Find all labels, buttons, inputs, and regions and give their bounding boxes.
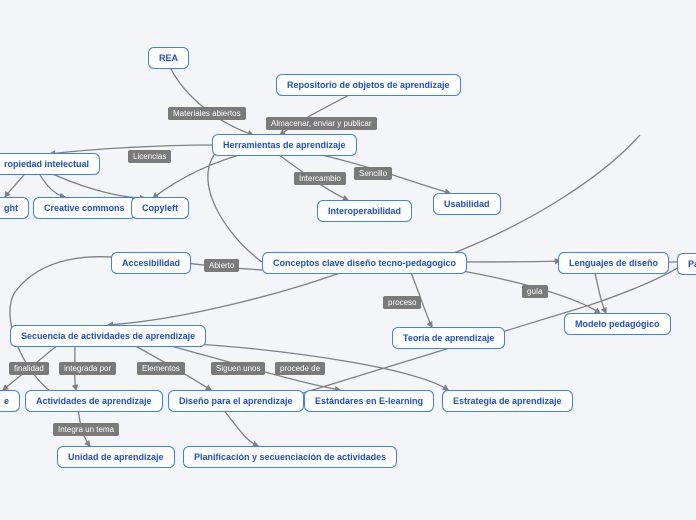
node-herramientas[interactable]: Herramientas de aprendizaje — [212, 134, 357, 156]
elabel-finalidad: finalidad — [9, 362, 49, 375]
elabel-sencillo: Sencillo — [354, 167, 392, 180]
node-secuencia[interactable]: Secuencia de actividades de aprendizaje — [10, 325, 206, 347]
node-repositorio[interactable]: Repositorio de objetos de aprendizaje — [276, 74, 461, 96]
node-accesibilidad[interactable]: Accesibilidad — [111, 252, 191, 274]
node-actividades[interactable]: Actividades de aprendizaje — [25, 390, 163, 412]
elabel-siguen: Siguen unos — [211, 362, 265, 375]
elabel-integra: Integra un tema — [53, 423, 119, 436]
elabel-procede: procede de — [275, 362, 325, 375]
node-estrategia[interactable]: Estrategia de aprendizaje — [442, 390, 573, 412]
node-estandares[interactable]: Estándares en E-learning — [304, 390, 434, 412]
node-ght[interactable]: ght — [0, 197, 29, 219]
elabel-elementos: Elementos — [137, 362, 185, 375]
elabel-licencias: Licencias — [128, 150, 171, 163]
elabel-integrada: integrada por — [59, 362, 116, 375]
elabel-abierto: Abierto — [204, 259, 239, 272]
node-usabilidad[interactable]: Usabilidad — [433, 193, 501, 215]
node-planificacion[interactable]: Planificación y secuenciación de activid… — [183, 446, 397, 468]
node-interop[interactable]: Interoperabilidad — [317, 200, 412, 222]
node-unidad[interactable]: Unidad de aprendizaje — [57, 446, 175, 468]
node-diseno[interactable]: Diseño para el aprendizaje — [168, 390, 304, 412]
elabel-intercambio: Intercambio — [294, 172, 346, 185]
node-conceptos[interactable]: Conceptos clave diseño tecno-pedagogico — [262, 252, 467, 274]
elabel-almacenar: Almacenar, enviar y publicar — [266, 117, 377, 130]
elabel-materiales: Materiales abiertos — [168, 107, 246, 120]
node-rea[interactable]: REA — [148, 47, 189, 69]
node-creative[interactable]: Creative commons — [33, 197, 136, 219]
elabel-proceso: proceso — [383, 296, 421, 309]
node-teoria[interactable]: Teoría de aprendizaje — [392, 327, 505, 349]
node-patr[interactable]: Patr — [677, 253, 696, 275]
node-copyleft[interactable]: Copyleft — [131, 197, 189, 219]
node-propiedad[interactable]: ropiedad intelectual — [0, 153, 100, 175]
node-lenguajes[interactable]: Lenguajes de diseño — [558, 252, 669, 274]
elabel-guia: guía — [522, 285, 548, 298]
node-modelo[interactable]: Modelo pedagógico — [564, 313, 671, 335]
node-je[interactable]: e — [0, 390, 20, 412]
